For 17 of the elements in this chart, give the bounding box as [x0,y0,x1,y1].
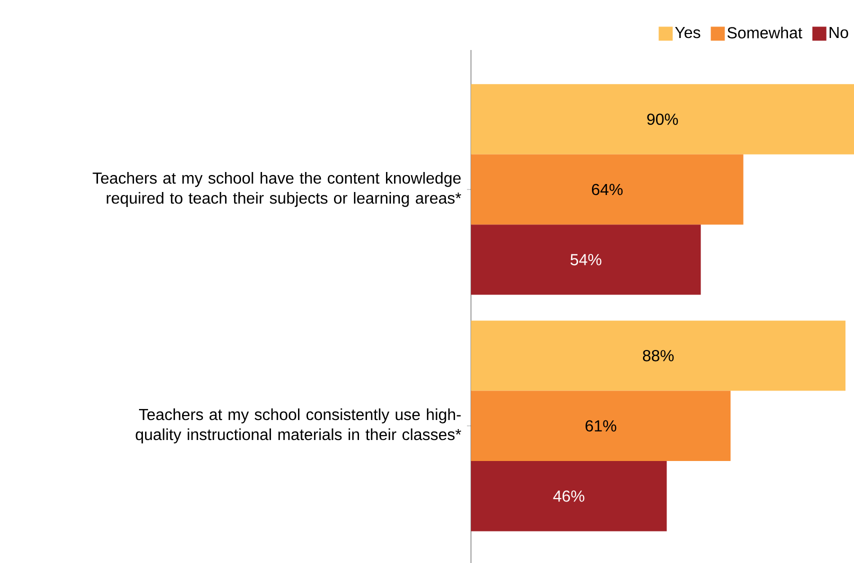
y-tick-label: Teachers at my school have the content knowledge required to teach their subjects or learning areas* [92,172,462,207]
data-label: 90% [647,114,678,125]
data-label: 61% [586,420,616,432]
bar [470,224,701,295]
y-tick-label: Teachers at my school consistently use high-quality instructional materials in their classes* [136,408,462,444]
bar [470,320,846,391]
data-label: 46% [553,490,584,502]
data-label: 64% [592,184,623,196]
bar [470,154,744,225]
data-label: 54% [570,254,602,266]
bar [470,460,667,532]
bar [470,390,731,461]
bar [470,84,854,154]
legend-label: Somewhat [728,26,802,38]
legend-label: Yes [675,26,700,38]
legend-label: No [830,26,848,38]
data-label: 88% [642,350,674,362]
